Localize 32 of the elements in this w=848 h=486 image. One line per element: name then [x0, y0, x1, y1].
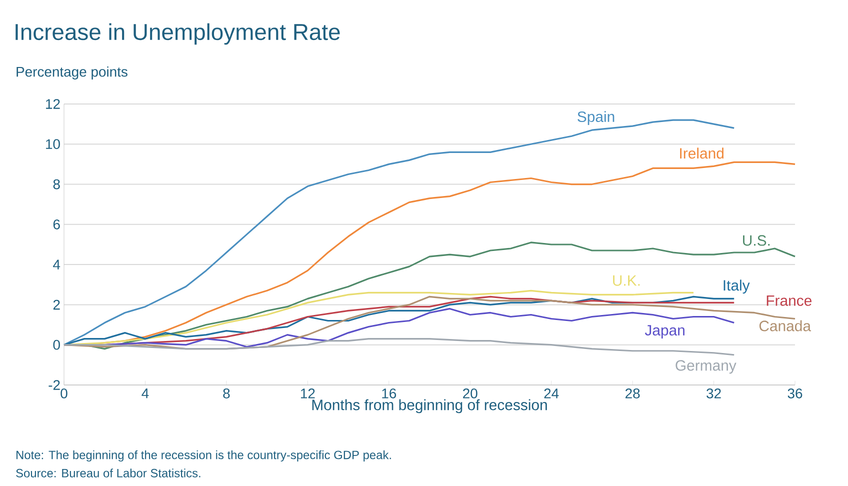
x-tick-label: 24 — [544, 388, 559, 398]
y-tick-label: 8 — [53, 179, 60, 190]
y-tick-label: 6 — [53, 219, 60, 230]
series-label: Germany — [676, 360, 736, 374]
x-tick-label: 4 — [142, 388, 149, 398]
series-label: Italy — [724, 280, 750, 294]
chart-title: Increase in Unemployment Rate — [16, 23, 340, 45]
x-tick-label: 20 — [463, 388, 478, 398]
y-tick-label: 2 — [53, 300, 60, 310]
x-tick-label: 32 — [706, 388, 721, 398]
x-axis-title: Months from beginning of recession — [312, 399, 547, 414]
x-tick-label: 16 — [382, 388, 396, 398]
x-tick-label: 36 — [788, 388, 802, 398]
y-tick-label: 12 — [46, 99, 60, 109]
series-label: Ireland — [680, 148, 724, 159]
x-tick-label: 12 — [300, 388, 315, 398]
series-label: Japan — [644, 325, 684, 338]
y-axis-title: Percentage points — [16, 66, 128, 80]
source-note: Source: Bureau of Labor Statistics. — [16, 468, 200, 478]
y-tick-label: 10 — [46, 139, 60, 150]
x-tick-label: 8 — [223, 388, 230, 398]
series-label: Canada — [759, 320, 812, 332]
series-label: Spain — [578, 111, 614, 125]
x-tick-label: 0 — [60, 388, 68, 398]
x-tick-label: 28 — [626, 388, 640, 398]
y-tick-label: -2 — [48, 380, 60, 390]
series-label: U.K. — [613, 275, 640, 286]
y-tick-label: 4 — [53, 260, 60, 270]
series-label: U.S. — [743, 235, 770, 246]
text: Note: The beginning of the recession is the country-specific GDP peak. — [16, 450, 391, 462]
text: France — [766, 295, 812, 306]
y-tick-label: 0 — [53, 340, 60, 350]
